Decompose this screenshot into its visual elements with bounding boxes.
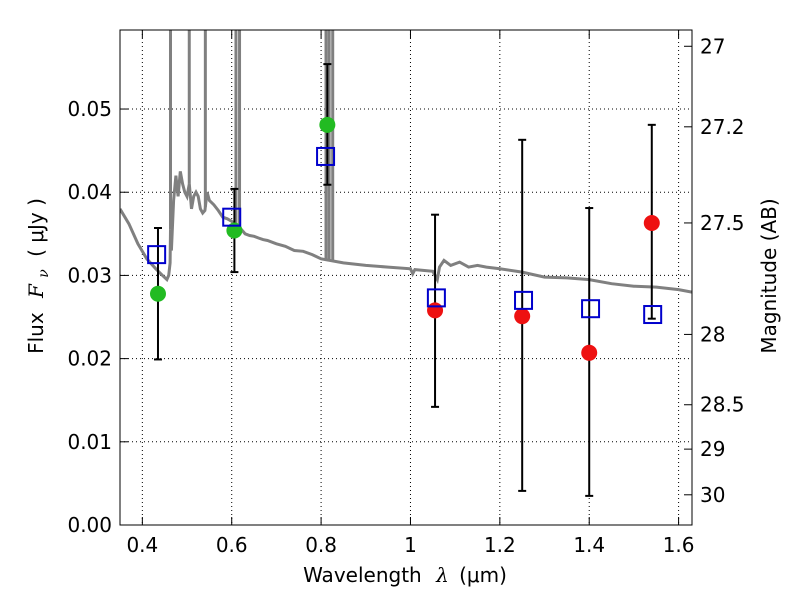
spectrum-line bbox=[120, 171, 692, 294]
y2-tick-label: 27.5 bbox=[700, 211, 745, 235]
plot-frame bbox=[119, 29, 693, 526]
x-axis-label: Wavelength λ (μm) bbox=[303, 563, 507, 587]
x-tick-label: 1.6 bbox=[663, 533, 695, 557]
y-tick-label: 0.04 bbox=[67, 180, 112, 204]
observed-points bbox=[149, 116, 660, 361]
y-tick-label: 0.05 bbox=[67, 97, 112, 121]
y-axis-label-sub: ν bbox=[36, 269, 52, 278]
observed-point bbox=[643, 215, 660, 232]
observed-point bbox=[319, 116, 336, 133]
x-tick-label: 1.2 bbox=[484, 533, 516, 557]
y-axis-label-unit: ( μJy ) bbox=[24, 198, 48, 257]
y-tick-label: 0.02 bbox=[67, 347, 112, 371]
observed-point bbox=[149, 285, 166, 302]
y2-tick-label: 29 bbox=[700, 437, 725, 461]
model-point bbox=[581, 299, 601, 319]
y2-tick-label: 28.5 bbox=[700, 393, 745, 417]
y2-tick-label: 30 bbox=[700, 483, 725, 507]
y-tick-label: 0.01 bbox=[67, 430, 112, 454]
y-axis-ticks: 0.00 0.01 0.02 0.03 0.04 0.05 bbox=[67, 97, 128, 537]
model-points bbox=[147, 146, 663, 325]
x-tick-label: 1.4 bbox=[573, 533, 605, 557]
observed-point bbox=[581, 344, 598, 361]
model-point bbox=[316, 146, 336, 166]
y-axis-label-text: Flux bbox=[24, 312, 48, 354]
model-point bbox=[514, 290, 534, 310]
x-tick-label: 0.8 bbox=[305, 533, 337, 557]
model-point bbox=[426, 288, 446, 308]
y-tick-label: 0.00 bbox=[67, 513, 112, 537]
model-point bbox=[222, 207, 242, 227]
y2-tick-label: 27 bbox=[700, 34, 725, 58]
y2-tick-label: 28 bbox=[700, 322, 725, 346]
observed-point bbox=[514, 308, 531, 325]
x-axis-label-text: Wavelength bbox=[303, 563, 422, 587]
model-point bbox=[643, 305, 663, 325]
model-point bbox=[147, 245, 167, 265]
x-axis-label-symbol: λ bbox=[435, 563, 449, 587]
x-tick-label: 1 bbox=[404, 533, 417, 557]
x-tick-label: 0.4 bbox=[126, 533, 158, 557]
x-tick-label: 0.6 bbox=[216, 533, 248, 557]
model-spectrum-layer bbox=[120, 30, 692, 294]
x-axis-ticks: 0.4 0.6 0.8 1 1.2 1.4 1.6 bbox=[126, 30, 695, 557]
x-axis-label-unit: (μm) bbox=[459, 563, 507, 587]
y2-tick-label: 27.2 bbox=[700, 115, 745, 139]
y-axis-label-symbol: F bbox=[24, 283, 48, 299]
y2-axis-label: Magnitude (AB) bbox=[757, 198, 781, 353]
y2-axis-ticks: 27 27.2 27.5 28 28.5 29 30 bbox=[684, 34, 745, 507]
y-axis-label: Flux F ν ( μJy ) bbox=[24, 198, 53, 354]
observed-point bbox=[427, 302, 444, 319]
y-tick-label: 0.03 bbox=[67, 263, 112, 287]
